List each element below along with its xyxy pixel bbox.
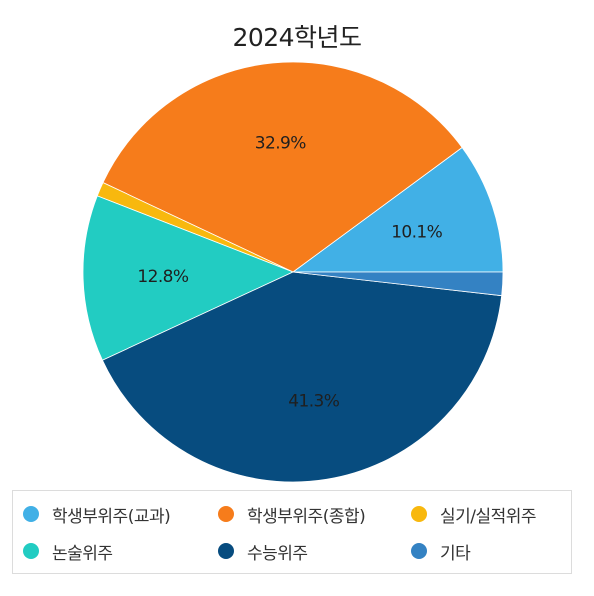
legend-item[interactable]: 학생부위주(종합)	[218, 502, 366, 527]
pie-slice	[292, 271, 504, 297]
slice-data-label: 41.3%	[288, 392, 339, 412]
legend-item[interactable]: 논술위주	[23, 539, 113, 564]
legend-marker	[23, 543, 39, 559]
pie-slice	[291, 146, 504, 273]
pie-chart: 10.1% 32.9% 12.8% 41.3%	[82, 61, 504, 483]
legend-marker	[411, 543, 427, 559]
pie-slice	[102, 61, 463, 273]
legend-marker	[218, 543, 234, 559]
legend-marker	[411, 506, 427, 522]
legend-marker	[23, 506, 39, 522]
legend-marker	[218, 506, 234, 522]
legend-item[interactable]: 기타	[411, 539, 471, 564]
legend-item[interactable]: 수능위주	[218, 539, 308, 564]
legend-item[interactable]: 실기/실적위주	[411, 502, 537, 527]
pie-slice	[101, 271, 503, 483]
legend-item[interactable]: 학생부위주(교과)	[23, 502, 171, 527]
legend-label: 논술위주	[52, 543, 113, 564]
chart-title: 2024학년도	[232, 23, 362, 52]
slice-data-label: 32.9%	[255, 133, 306, 153]
legend-label: 수능위주	[247, 543, 308, 564]
slice-data-label: 12.8%	[137, 267, 188, 287]
slice-data-label: 10.1%	[391, 222, 442, 242]
legend-label: 학생부위주(종합)	[247, 506, 366, 527]
legend-label: 학생부위주(교과)	[52, 506, 171, 527]
legend-label: 기타	[440, 543, 471, 564]
pie-slice	[82, 195, 295, 361]
legend-label: 실기/실적위주	[440, 506, 537, 527]
